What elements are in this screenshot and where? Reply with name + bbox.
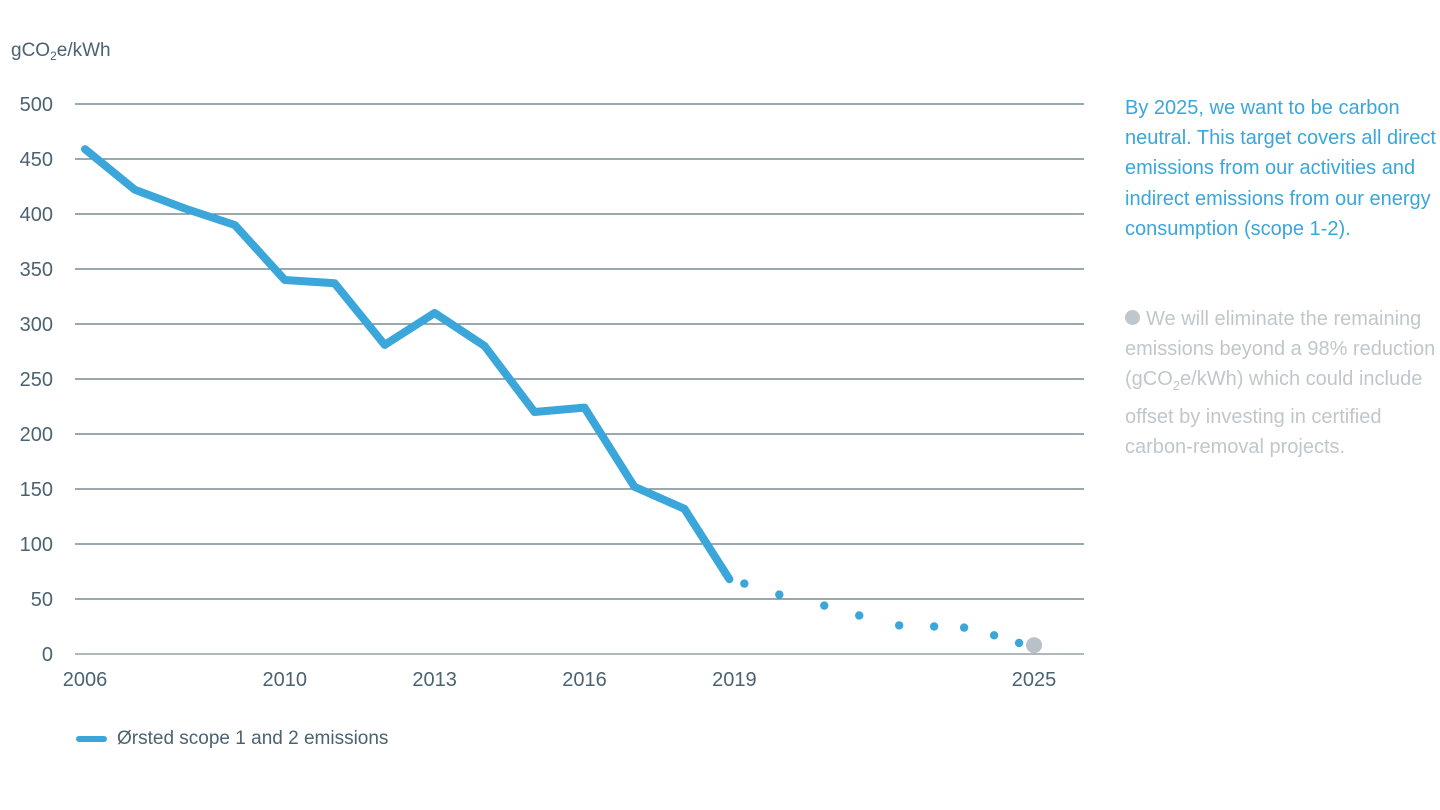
projection-dot-2 — [820, 601, 829, 610]
target-description: By 2025, we want to be carbon neutral. T… — [1125, 97, 1436, 240]
projection-dot-8 — [1014, 638, 1024, 648]
y-tick-label-350: 350 — [20, 259, 53, 281]
projection-dot-7 — [989, 631, 999, 640]
x-tick-label-2010: 2010 — [263, 669, 308, 691]
legend-line-swatch-icon — [76, 736, 107, 742]
x-tick-label-2025: 2025 — [1012, 669, 1057, 691]
chart-legend: Ørsted scope 1 and 2 emissions — [76, 728, 388, 750]
x-tick-label-2016: 2016 — [562, 669, 607, 691]
y-tick-label-500: 500 — [20, 94, 53, 116]
y-tick-label-50: 50 — [31, 589, 53, 611]
x-tick-label-2006: 2006 — [63, 669, 108, 691]
projection-dot-5 — [929, 622, 939, 631]
y-tick-label-150: 150 — [20, 479, 53, 501]
y-tick-label-100: 100 — [20, 534, 53, 556]
y-tick-label-250: 250 — [20, 369, 53, 391]
projection-dot-0 — [740, 579, 749, 588]
y-tick-label-300: 300 — [20, 314, 53, 336]
emissions-line-chart: 0 50 100 150 200 250 300 350 400 450 500 2006 2010 20… — [20, 94, 1084, 691]
y-tick-label-0: 0 — [42, 644, 53, 666]
target-2025-marker — [1026, 637, 1043, 654]
target-marker-legend-icon — [1125, 310, 1140, 325]
offset-description: We will eliminate the remaining emission… — [1125, 308, 1436, 458]
projection-dot-3 — [855, 611, 864, 620]
projection-dot-4 — [894, 621, 904, 630]
emissions-series-line — [81, 145, 734, 584]
projection-dot-1 — [775, 590, 784, 599]
projection-dot-6 — [959, 623, 969, 632]
x-tick-label-2019: 2019 — [712, 669, 757, 691]
x-tick-label-2013: 2013 — [412, 669, 457, 691]
y-axis-unit-label: gCO2e/kWh — [11, 40, 111, 63]
y-tick-label-450: 450 — [20, 149, 53, 171]
y-tick-label-200: 200 — [20, 424, 53, 446]
y-tick-label-400: 400 — [20, 204, 53, 226]
legend-label: Ørsted scope 1 and 2 emissions — [117, 728, 389, 749]
